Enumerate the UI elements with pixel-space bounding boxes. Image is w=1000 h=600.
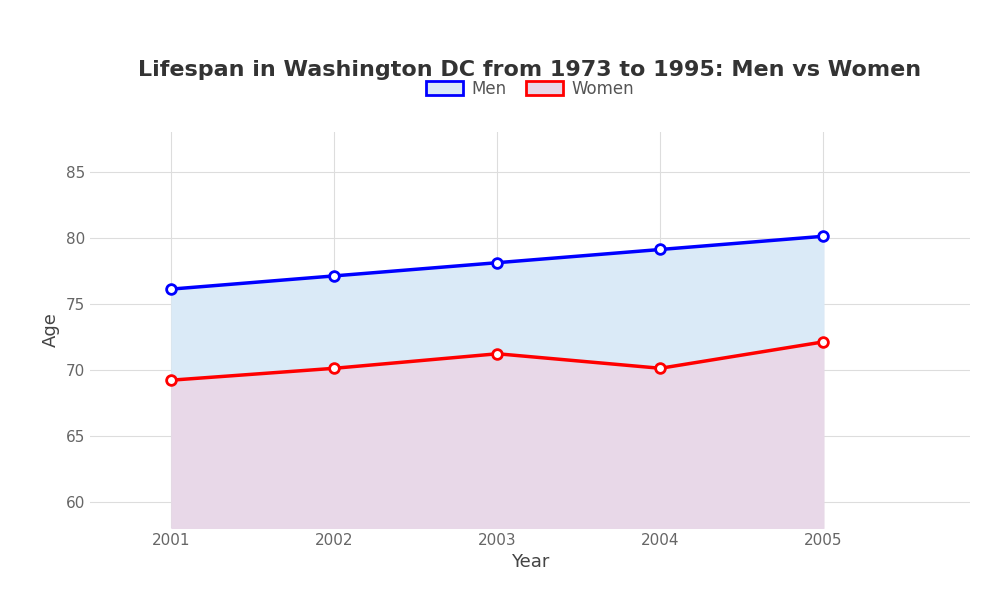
Title: Lifespan in Washington DC from 1973 to 1995: Men vs Women: Lifespan in Washington DC from 1973 to 1… [138,61,922,80]
X-axis label: Year: Year [511,553,549,571]
Y-axis label: Age: Age [42,313,60,347]
Legend: Men, Women: Men, Women [419,73,641,104]
